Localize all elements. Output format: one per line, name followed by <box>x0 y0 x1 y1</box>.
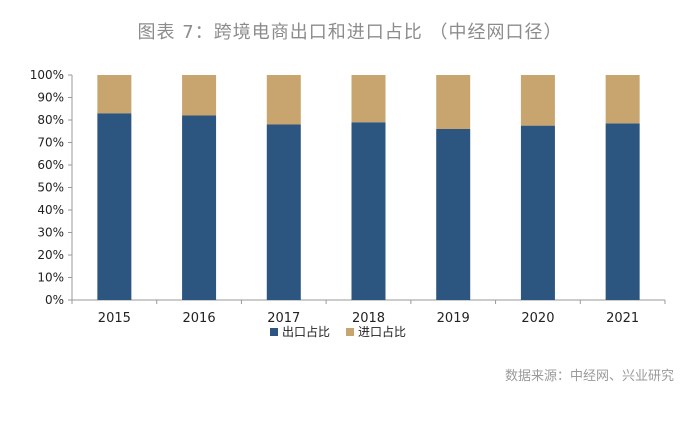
bar-export-2019 <box>436 129 471 300</box>
x-tick-label: 2018 <box>352 311 385 326</box>
bar-import-2017 <box>266 75 301 125</box>
bar-import-2018 <box>351 75 386 123</box>
bar-import-2016 <box>182 75 217 116</box>
chart-title: 图表 7：跨境电商出口和进口占比 （中经网口径） <box>137 22 563 43</box>
y-tick-label: 20% <box>37 248 64 262</box>
legend-label-import: 进口占比 <box>358 324 406 339</box>
bar-export-2020 <box>520 125 555 300</box>
bar-export-2016 <box>182 115 217 300</box>
y-tick-label: 40% <box>37 203 64 217</box>
x-tick-label: 2019 <box>437 311 470 326</box>
bar-import-2020 <box>520 75 555 126</box>
source-note: 数据来源：中经网、兴业研究 <box>504 369 674 384</box>
legend-label-export: 出口占比 <box>282 324 330 339</box>
y-tick-label: 50% <box>37 181 64 195</box>
bar-export-2021 <box>605 123 640 300</box>
y-tick-label: 100% <box>30 68 64 82</box>
y-tick-label: 60% <box>37 158 64 172</box>
y-tick-label: 0% <box>45 293 64 307</box>
legend-swatch-export <box>270 328 278 336</box>
y-tick-label: 80% <box>37 113 64 127</box>
bar-import-2019 <box>436 75 471 129</box>
x-tick-label: 2021 <box>606 311 639 326</box>
x-tick-label: 2020 <box>521 311 554 326</box>
y-tick-label: 90% <box>37 91 64 105</box>
bar-export-2018 <box>351 122 386 300</box>
x-tick-label: 2015 <box>98 311 131 326</box>
bar-export-2015 <box>97 113 132 300</box>
y-tick-label: 70% <box>37 136 64 150</box>
x-tick-label: 2016 <box>183 311 216 326</box>
x-tick-label: 2017 <box>267 311 300 326</box>
bar-import-2021 <box>605 75 640 124</box>
y-tick-label: 30% <box>37 226 64 240</box>
legend-swatch-import <box>346 328 354 336</box>
y-tick-label: 10% <box>37 271 64 285</box>
bar-import-2015 <box>97 75 132 114</box>
bar-export-2017 <box>266 124 301 300</box>
